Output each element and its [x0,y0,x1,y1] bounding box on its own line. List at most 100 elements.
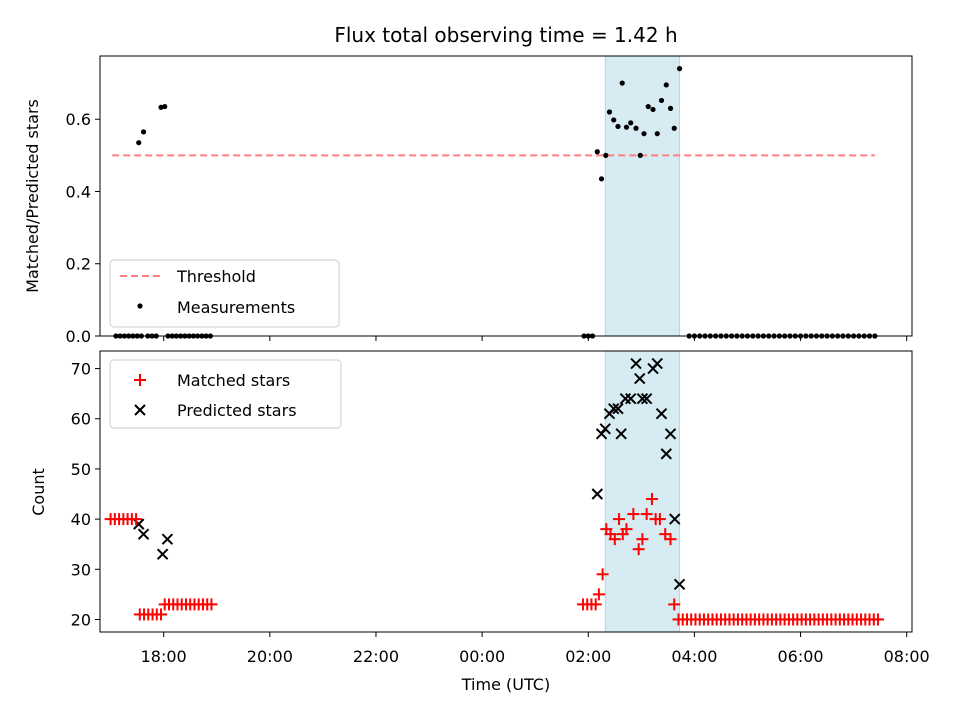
matched-stars-point [640,508,653,521]
predicted-stars-point [161,533,174,545]
matched-stars-point [608,533,621,546]
ratio-observing-window-span [604,55,681,337]
predicted-stars-legend-marker [134,404,146,416]
measurement-point [637,152,643,158]
measurement-point [594,149,600,155]
ratio-y-tick-label: 0.4 [66,182,91,201]
matched-stars-point [596,568,609,581]
ratio-legend: Threshold Measurements [109,259,340,328]
count-y-tick-label: 20 [71,610,91,629]
matched-stars-point [205,598,218,611]
measurement-point [667,105,674,111]
count-y-tick-label: 30 [71,560,91,579]
predicted-stars-point [673,578,686,591]
ratio-legend-box [109,259,340,328]
predicted-stars-point [615,428,627,440]
ratio-y-tick-label: 0.6 [66,110,91,129]
ratio-y-axis-label: Matched/Predicted stars [23,99,42,293]
count-panel-frame [99,350,913,633]
matched-stars-point [653,513,666,526]
predicted-stars-point [137,528,150,540]
measurement-point [619,80,625,86]
measurement-point [606,109,613,115]
predicted-stars-legend-label: Predicted stars [177,401,297,420]
measurement-point [140,129,147,135]
ratio-y-tick-label: 0.0 [66,327,91,346]
predicted-stars-point [634,372,646,385]
ratio-panel-frame [99,55,913,337]
count-legend-box [109,359,342,429]
matched-stars-point [659,528,672,541]
count-x-tick-label: 06:00 [777,647,823,666]
matched-stars-point [130,513,143,526]
count-y-tick-label: 40 [71,510,91,529]
measurement-point [162,103,168,110]
matched-stars-point [613,513,626,526]
count-x-tick-label: 02:00 [565,647,611,666]
measurement-point [641,131,647,137]
predicted-stars-point [612,402,624,415]
measurements-legend-marker [137,303,143,309]
count-y-tick-label: 70 [71,360,91,379]
predicted-stars-point [625,392,637,405]
measurement-point [603,152,609,158]
matched-stars-legend-label: Matched stars [177,371,290,390]
count-x-tick-label: 00:00 [459,647,505,666]
predicted-stars-point [591,488,603,500]
count-x-tick-label: 18:00 [141,647,187,666]
measurement-point [658,97,665,104]
predicted-stars-point [655,408,668,420]
matched-stars-point [668,598,681,611]
count-x-tick-label: 08:00 [884,647,930,666]
count-y-tick-label: 60 [71,410,91,429]
x-axis-label: Time (UTC) [461,675,550,694]
measurement-point [598,176,605,182]
predicted-stars-point [156,548,169,560]
measurement-point [676,66,683,72]
measurement-point [615,123,621,130]
matched-stars-point [632,543,645,556]
measurement-point [136,140,142,146]
ratio-y-tick-label: 0.2 [66,255,91,274]
predicted-stars-point [636,392,649,405]
count-x-tick-label: 04:00 [671,647,717,666]
predicted-stars-point [651,357,663,370]
measurement-point [633,125,639,131]
predicted-stars-point [660,448,672,460]
count-x-tick-label: 20:00 [247,647,293,666]
measurements-legend-label: Measurements [177,298,295,317]
matched-stars-point [872,613,885,626]
predicted-stars-point [664,428,677,440]
measurement-point [623,124,630,130]
predicted-stars-point [599,423,611,435]
measurement-point [645,103,651,110]
measurement-point [650,106,656,113]
matched-stars-point [620,523,633,536]
count-x-tick-label: 22:00 [353,647,399,666]
predicted-stars-point [608,402,620,415]
measurement-point [671,125,677,131]
chart-title: Flux total observing time = 1.42 h [334,23,677,47]
count-panel: 20 30 40 50 60 70 18:00 20:00 22:00 00:00 02:00 04… [29,350,930,694]
threshold-legend-label: Threshold [176,267,256,286]
matched-stars-point [664,533,677,546]
measurement-point [628,120,634,126]
measurement-point [654,131,660,137]
measurement-point [663,82,669,88]
matched-stars-point [592,588,605,601]
predicted-stars-point [640,392,653,405]
matched-stars-point [627,508,640,521]
ratio-panel: 0.0 0.2 0.4 0.6 Matched/Predicted stars Thr… [23,55,913,346]
measurement-point [611,117,617,123]
count-legend: Matched stars Predicted stars [109,359,342,429]
matched-stars-point [589,598,602,611]
count-y-tick-label: 50 [71,460,91,479]
matched-stars-legend-marker [134,374,146,386]
predicted-stars-point [630,357,642,370]
predicted-stars-point [669,513,681,525]
matched-stars-point [636,533,649,546]
matched-stars-point [155,608,168,621]
matched-stars-point [645,493,658,506]
count-y-axis-label: Count [29,468,48,516]
